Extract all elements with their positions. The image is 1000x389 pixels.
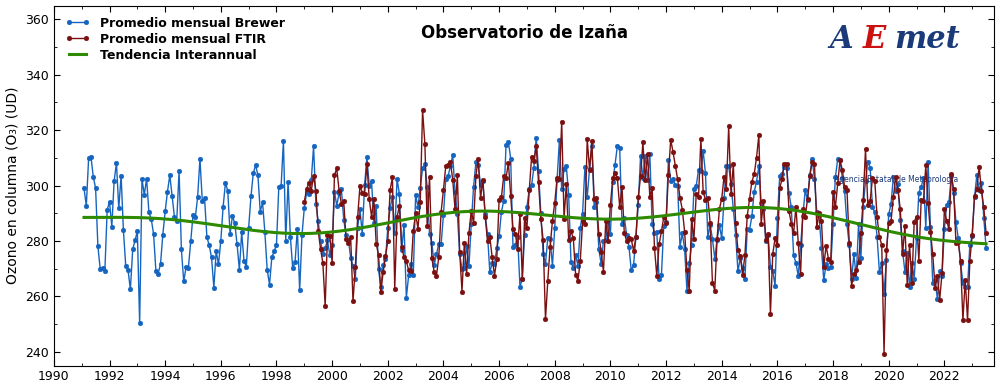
Text: A: A	[830, 24, 853, 54]
Tendencia Interannual	[78, 215, 90, 220]
Promedio mensual FTIR	[878, 352, 890, 356]
Promedio mensual FTIR	[609, 171, 621, 176]
Promedio mensual Brewer	[688, 187, 700, 191]
Promedio mensual FTIR	[389, 286, 401, 291]
Tendencia Interannual	[980, 242, 992, 246]
Tendencia Interannual	[776, 207, 788, 211]
Promedio mensual Brewer	[187, 213, 199, 218]
Tendencia Interannual	[748, 205, 760, 210]
Tendencia Interannual	[718, 207, 730, 211]
Promedio mensual FTIR	[417, 108, 429, 112]
Line: Promedio mensual FTIR: Promedio mensual FTIR	[302, 108, 989, 356]
Legend: Promedio mensual Brewer, Promedio mensual FTIR, Tendencia Interannual: Promedio mensual Brewer, Promedio mensua…	[60, 12, 290, 67]
Text: Observatorio de Izaña: Observatorio de Izaña	[421, 24, 628, 42]
Y-axis label: Ozono en columna (O₃) (UD): Ozono en columna (O₃) (UD)	[6, 87, 20, 284]
Promedio mensual Brewer	[134, 321, 146, 326]
Promedio mensual Brewer	[723, 164, 735, 168]
Promedio mensual FTIR	[980, 231, 992, 235]
Line: Tendencia Interannual: Tendencia Interannual	[84, 207, 986, 244]
Promedio mensual FTIR	[860, 147, 872, 151]
Text: Agencia Estatal de Meteorología: Agencia Estatal de Meteorología	[834, 175, 958, 184]
Text: E: E	[863, 24, 886, 54]
Promedio mensual Brewer	[78, 186, 90, 191]
Tendencia Interannual	[185, 219, 197, 224]
Promedio mensual Brewer	[980, 246, 992, 251]
Promedio mensual FTIR	[869, 179, 881, 184]
Tendencia Interannual	[755, 205, 767, 210]
Tendencia Interannual	[683, 210, 695, 215]
Promedio mensual FTIR	[679, 230, 691, 234]
Line: Promedio mensual Brewer: Promedio mensual Brewer	[82, 135, 989, 326]
Promedio mensual Brewer	[757, 207, 769, 212]
Tendencia Interannual	[822, 214, 834, 219]
Promedio mensual Brewer	[778, 164, 790, 169]
Promedio mensual Brewer	[530, 135, 542, 140]
Promedio mensual FTIR	[298, 199, 310, 204]
Text: met: met	[894, 24, 960, 54]
Promedio mensual FTIR	[637, 140, 649, 145]
Promedio mensual Brewer	[825, 265, 837, 270]
